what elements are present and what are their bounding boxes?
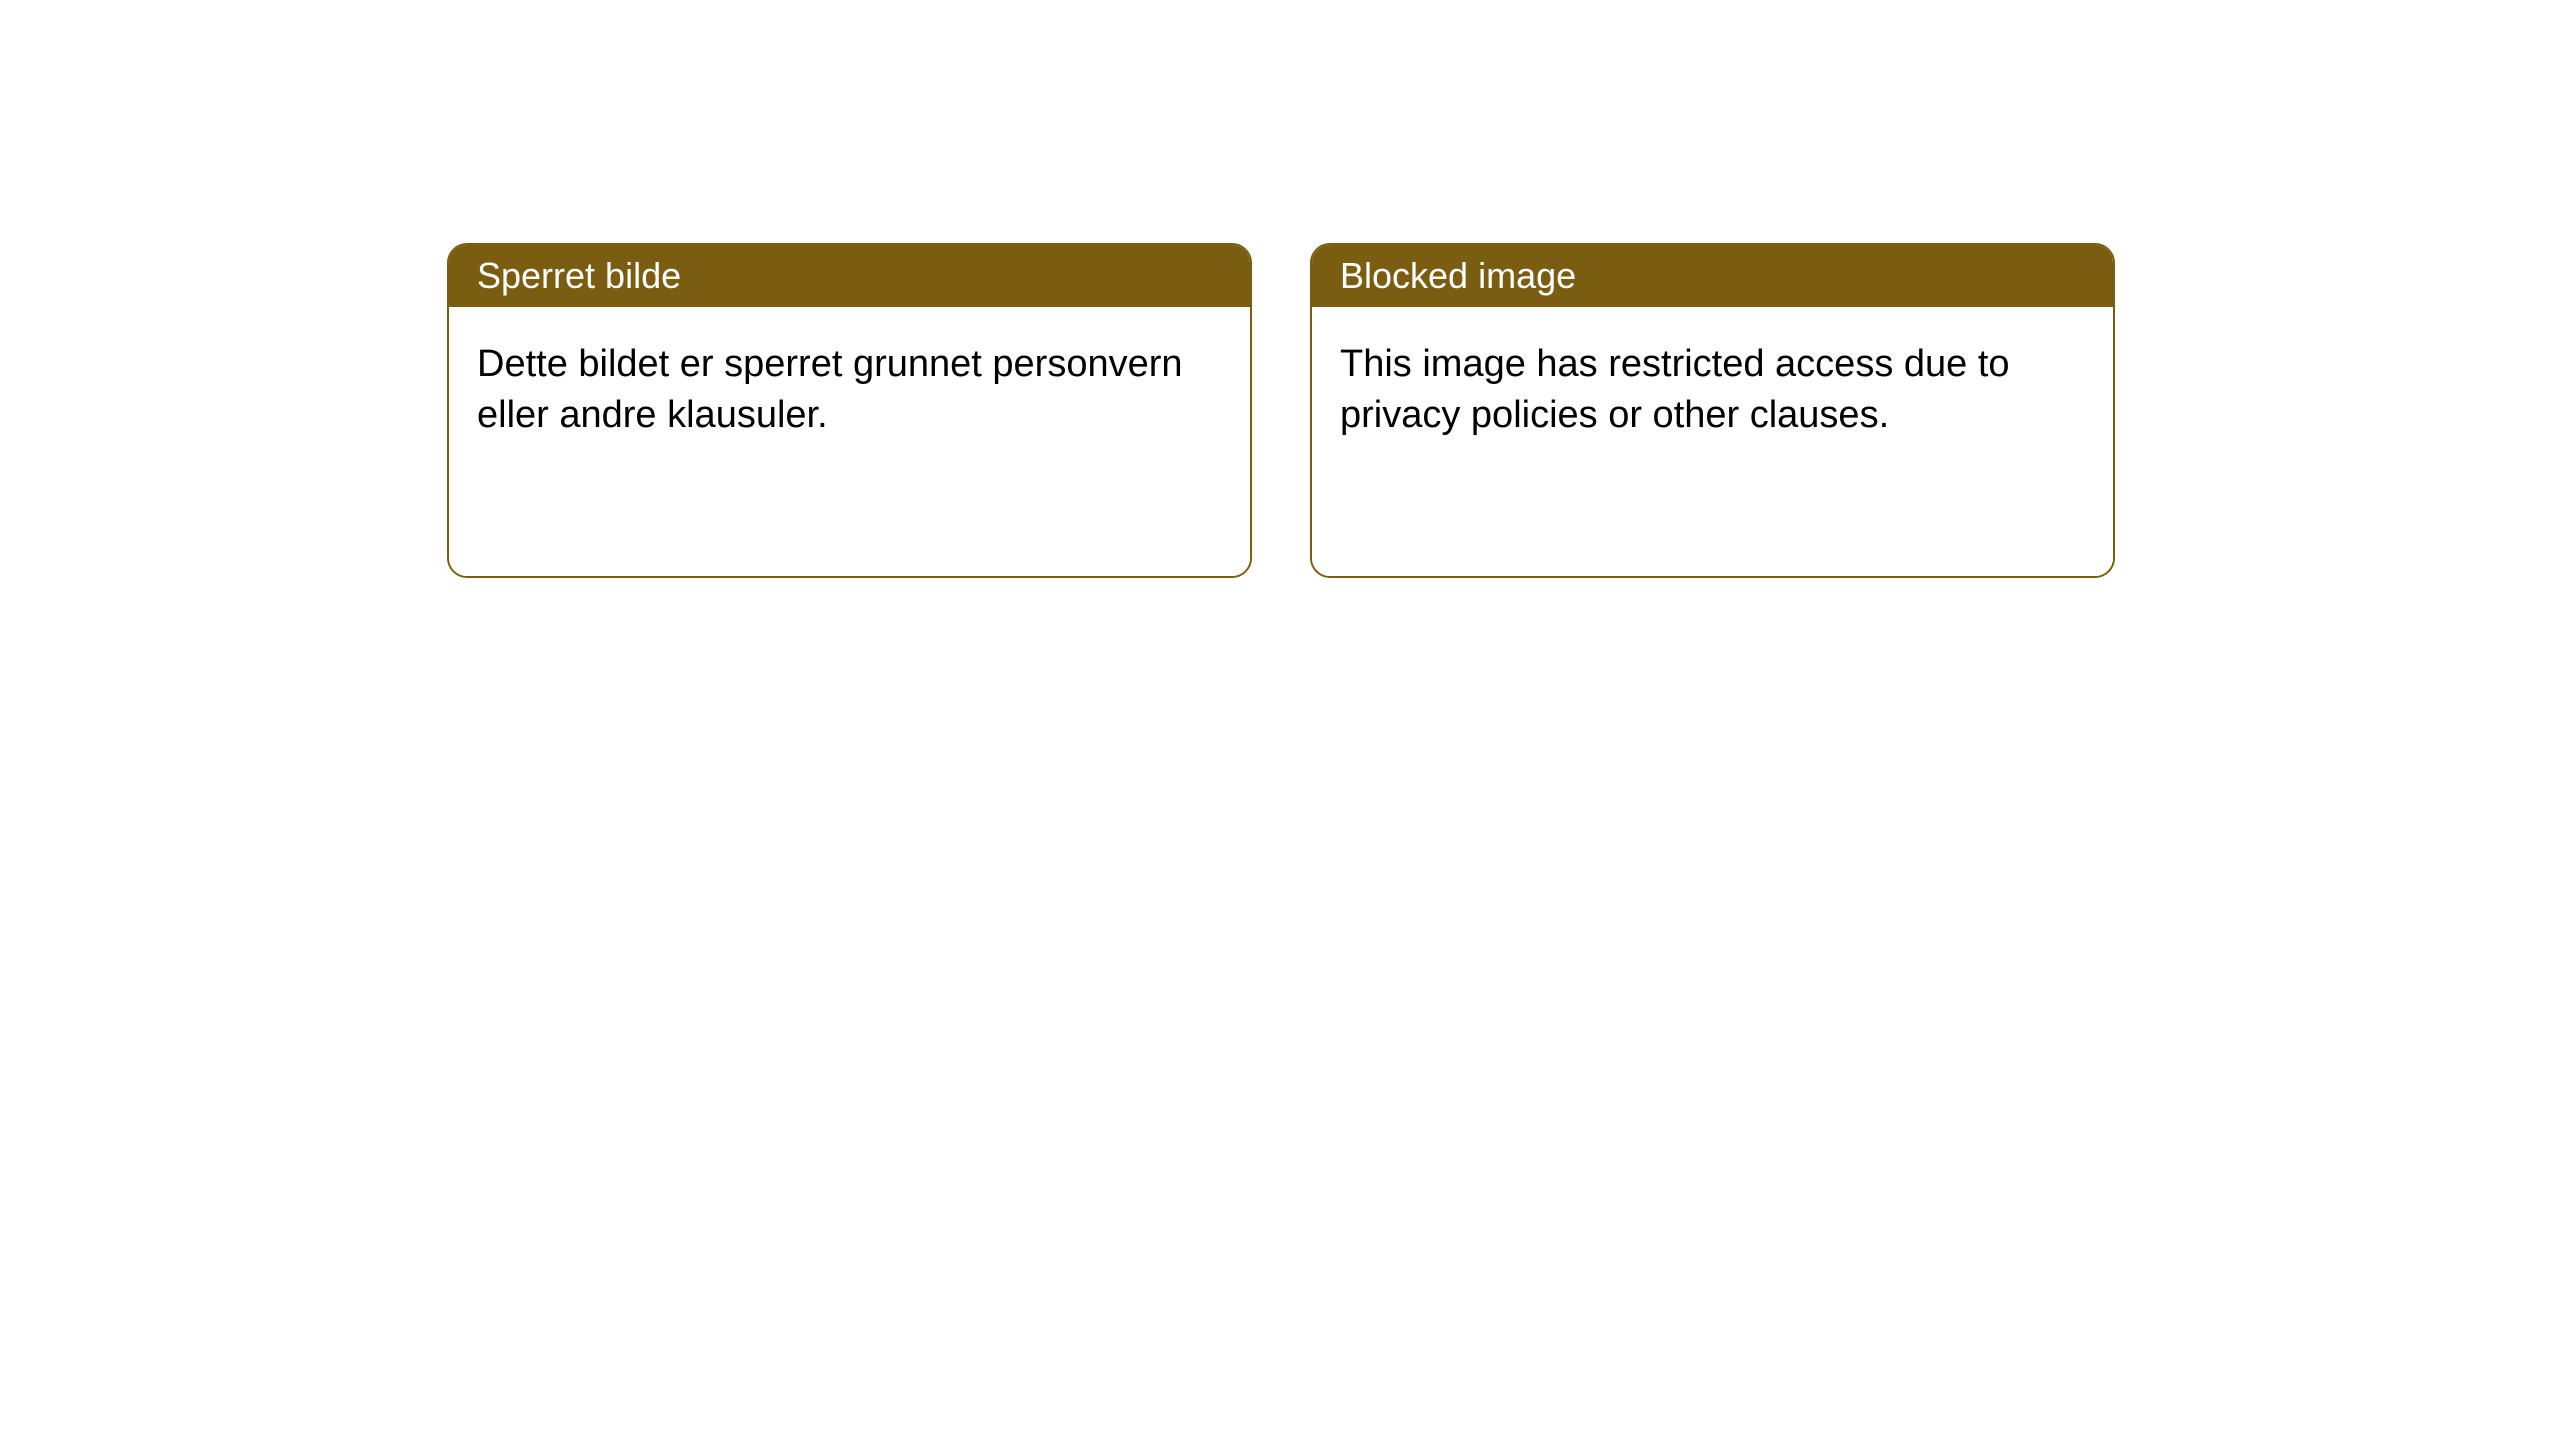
card-body-norwegian: Dette bildet er sperret grunnet personve…	[449, 307, 1250, 576]
card-header-english: Blocked image	[1312, 245, 2113, 307]
card-message-norwegian: Dette bildet er sperret grunnet personve…	[477, 343, 1183, 436]
blocked-image-cards: Sperret bilde Dette bildet er sperret gr…	[447, 243, 2115, 578]
blocked-image-card-norwegian: Sperret bilde Dette bildet er sperret gr…	[447, 243, 1252, 578]
card-title-english: Blocked image	[1340, 255, 1576, 296]
card-body-english: This image has restricted access due to …	[1312, 307, 2113, 576]
card-message-english: This image has restricted access due to …	[1340, 343, 2010, 436]
card-title-norwegian: Sperret bilde	[477, 255, 681, 296]
blocked-image-card-english: Blocked image This image has restricted …	[1310, 243, 2115, 578]
card-header-norwegian: Sperret bilde	[449, 245, 1250, 307]
